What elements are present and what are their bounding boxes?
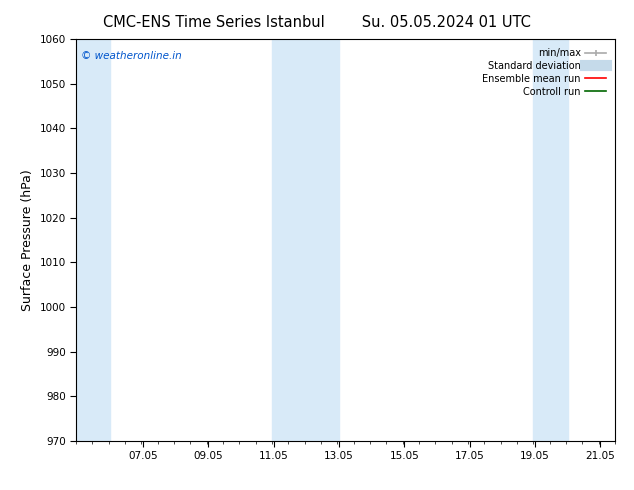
Text: CMC-ENS Time Series Istanbul        Su. 05.05.2024 01 UTC: CMC-ENS Time Series Istanbul Su. 05.05.2…: [103, 15, 531, 30]
Bar: [272, 39, 339, 441]
Bar: [76, 39, 110, 441]
Legend: min/max, Standard deviation, Ensemble mean run, Controll run: min/max, Standard deviation, Ensemble me…: [479, 44, 610, 100]
Y-axis label: Surface Pressure (hPa): Surface Pressure (hPa): [21, 169, 34, 311]
Text: © weatheronline.in: © weatheronline.in: [81, 51, 182, 61]
Bar: [533, 39, 567, 441]
